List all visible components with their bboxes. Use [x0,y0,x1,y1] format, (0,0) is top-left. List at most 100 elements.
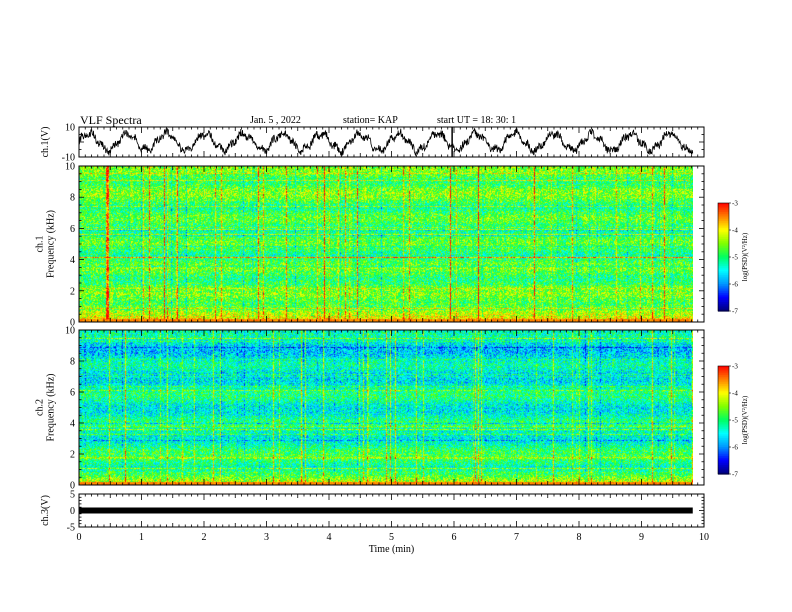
colorbar-tick-label: -4 [732,227,738,235]
colorbar-swatch [718,375,729,378]
y-tick-label: 6 [70,224,75,235]
colorbar-swatch [718,394,729,398]
y-tick-label: 8 [70,357,75,368]
colorbar-swatch [718,423,729,426]
y-axis-label-panel-4: ch.3(V) [40,495,51,526]
colorbar-swatch [718,235,729,238]
y-tick-label: 0 [70,506,75,517]
colorbar-swatch [718,445,729,448]
figure-title: VLF Spectra [80,113,142,127]
y-tick-label: 0 [70,481,75,492]
x-tick-label-2: 2 [202,532,207,543]
colorbar-swatch [718,300,729,303]
colorbar-swatch [718,384,729,387]
colorbar-tick-label: -7 [732,471,738,479]
colorbar-swatch [718,309,729,312]
colorbar-swatch [718,212,729,215]
colorbar-swatch [718,393,729,396]
y-tick-label: 10 [65,326,75,337]
colorbar-swatch [718,461,729,464]
colorbar-swatch [718,421,729,425]
colorbar-swatch [718,450,729,453]
y-tick-label: 10 [65,162,75,173]
colorbar-swatch [718,287,729,290]
colorbar-swatch [718,429,729,432]
colorbar-swatch [718,307,729,310]
y-ticks-panel-4 [79,493,704,528]
colorbar-swatch [718,244,729,247]
colorbar-swatch [718,430,729,434]
colorbar-swatch [718,224,729,227]
y-axis-label-line: Frequency (kHz) [46,373,57,441]
colorbar-label: log(PSD)(V²/Hz) [741,395,749,444]
colorbar-swatch [718,278,729,281]
colorbar-1: -3 -4 -5 -6 -7 log(PSD)(V²/Hz) [717,200,749,316]
colorbar-swatch [718,366,729,369]
colorbar-swatch [718,284,729,287]
x-tick-label-6: 6 [452,532,457,543]
colorbar-swatch [718,213,729,217]
colorbar-swatch [718,454,729,457]
x-ticks-panel-3 [78,330,705,485]
station-label: station= KAP [343,115,398,126]
colorbar-tick-label: -6 [732,444,738,452]
colorbar-swatch [718,434,729,437]
x-tick-label-10: 10 [699,532,709,543]
colorbar-swatch [718,303,729,307]
colorbar-swatch [718,418,729,421]
start-time-label: start UT = 18: 30: 1 [437,115,517,126]
colorbar-swatch [718,282,729,285]
ch2-spectrogram-image [79,330,693,485]
colorbar-swatch [718,237,729,240]
colorbar-swatch [718,267,729,271]
colorbar-swatch [718,452,729,455]
y-axis-label-line: ch.2 [35,399,46,416]
ch3-waveform-line [79,507,693,514]
colorbar-swatch [718,456,729,459]
colorbar-swatch [718,221,729,224]
colorbar-swatch [718,258,729,262]
colorbar-swatch [718,463,729,466]
colorbar-swatch [718,457,729,461]
colorbar-swatch [718,466,729,470]
x-axis-label: Time (min) [369,544,414,555]
y-ticks-panel-2 [79,165,704,323]
colorbar-swatch [718,269,729,272]
y-axis-label-line: ch.3(V) [40,495,51,526]
colorbar-swatch [718,208,729,211]
colorbar-swatch [718,253,729,256]
colorbar-swatch [718,380,729,383]
y-tick-label: 6 [70,388,75,399]
y-axis-label-panel-1: ch.1(V) [40,127,51,158]
colorbar-swatch [718,427,729,430]
colorbar-swatch [718,409,729,412]
colorbar-tick-label: -7 [732,308,738,316]
x-tick-label-8: 8 [577,532,582,543]
colorbar-swatch [718,294,729,298]
x-tick-label-3: 3 [264,532,269,543]
y-axis-label-line: ch.1(V) [40,127,51,158]
colorbar-tick-label: -3 [732,200,738,208]
y-tick-label: 2 [70,286,75,297]
ch1-waveform-line [78,127,694,157]
colorbar-swatch [718,396,729,399]
date-label: Jan. 5 , 2022 [250,115,301,126]
colorbar-swatch [718,391,729,394]
colorbar-swatch [718,407,729,410]
colorbar-swatch [718,373,729,376]
x-tick-label-9: 9 [639,532,644,543]
x-ticks-panel-2 [78,166,705,322]
colorbar-swatch [718,305,729,308]
colorbar-swatch [718,219,729,222]
x-ticks-panel-1 [78,127,705,157]
y-axis-label-panel-2: ch.1Frequency (kHz) [35,210,57,278]
colorbar-swatch [718,405,729,408]
colorbar-swatch [718,222,729,226]
colorbar-swatch [718,226,729,229]
colorbar-swatch [718,233,729,236]
colorbar-swatch [718,289,729,292]
colorbar-swatch [718,382,729,385]
colorbar-swatch [718,206,729,209]
colorbar-swatch [718,264,729,267]
